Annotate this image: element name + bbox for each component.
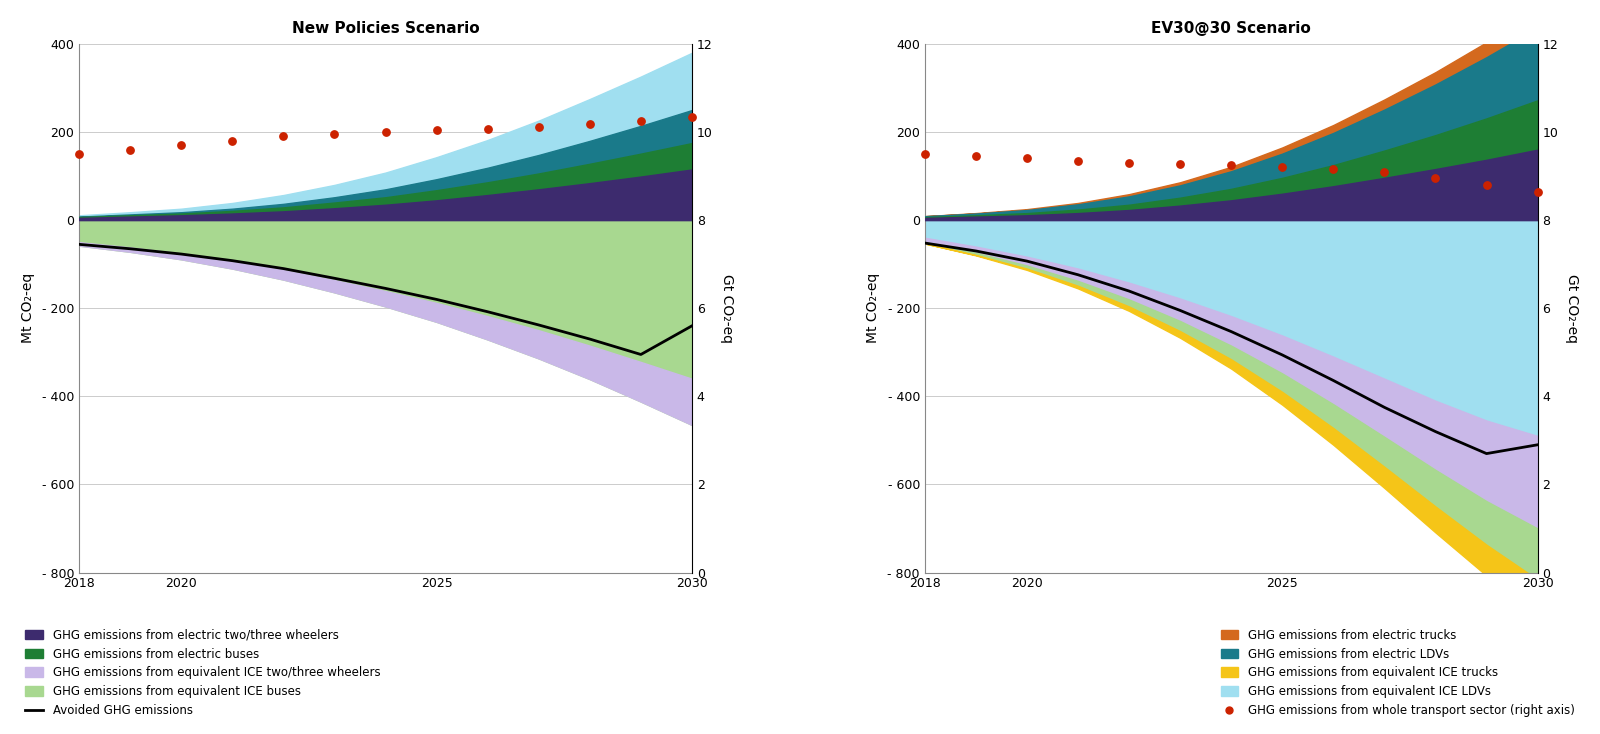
Point <box>1168 158 1194 170</box>
Y-axis label: Mt CO₂-eq: Mt CO₂-eq <box>867 273 880 344</box>
Point <box>322 128 347 140</box>
Point <box>1474 179 1499 191</box>
Point <box>1218 159 1243 171</box>
Point <box>1014 153 1040 164</box>
Point <box>168 139 194 151</box>
Point <box>963 150 989 162</box>
Point <box>1525 186 1550 197</box>
Point <box>424 124 450 136</box>
Y-axis label: Gt CO₂-eq: Gt CO₂-eq <box>1565 274 1579 343</box>
Point <box>1066 155 1091 167</box>
Point <box>1422 172 1448 184</box>
Point <box>1320 164 1346 175</box>
Legend: GHG emissions from electric two/three wheelers, GHG emissions from electric buse: GHG emissions from electric two/three wh… <box>22 625 384 721</box>
Point <box>373 126 398 138</box>
Legend: GHG emissions from electric trucks, GHG emissions from electric LDVs, GHG emissi: GHG emissions from electric trucks, GHG … <box>1218 625 1578 721</box>
Point <box>270 131 296 142</box>
Point <box>219 135 245 147</box>
Point <box>1117 157 1142 169</box>
Point <box>475 123 501 134</box>
Point <box>117 144 142 156</box>
Point <box>629 115 654 127</box>
Point <box>578 118 603 130</box>
Point <box>526 121 552 133</box>
Point <box>912 148 938 160</box>
Title: New Policies Scenario: New Policies Scenario <box>291 21 480 36</box>
Y-axis label: Mt CO₂-eq: Mt CO₂-eq <box>21 273 35 344</box>
Point <box>1371 166 1397 178</box>
Point <box>66 148 91 160</box>
Title: EV30@30 Scenario: EV30@30 Scenario <box>1152 21 1310 36</box>
Y-axis label: Gt CO₂-eq: Gt CO₂-eq <box>720 274 733 343</box>
Point <box>1269 161 1294 173</box>
Point <box>678 111 704 123</box>
